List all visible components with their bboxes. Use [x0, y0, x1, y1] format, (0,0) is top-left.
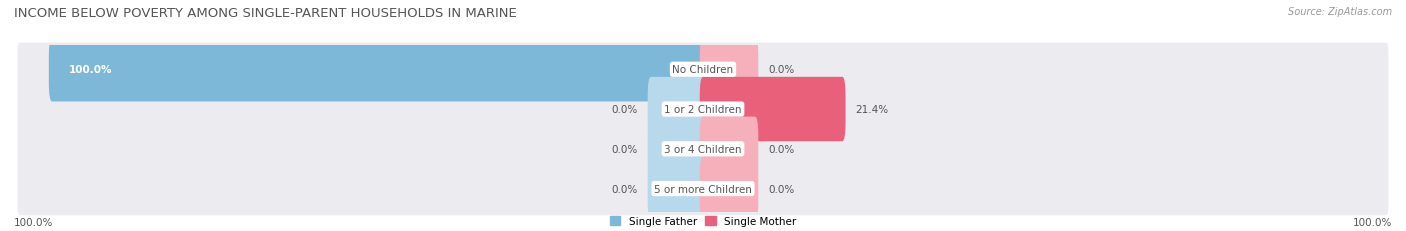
Legend: Single Father, Single Mother: Single Father, Single Mother: [610, 216, 796, 226]
Text: 3 or 4 Children: 3 or 4 Children: [664, 144, 742, 154]
FancyBboxPatch shape: [700, 157, 758, 221]
FancyBboxPatch shape: [700, 77, 845, 142]
Text: 100.0%: 100.0%: [14, 217, 53, 227]
Text: Source: ZipAtlas.com: Source: ZipAtlas.com: [1288, 7, 1392, 17]
Text: No Children: No Children: [672, 65, 734, 75]
FancyBboxPatch shape: [700, 117, 758, 181]
FancyBboxPatch shape: [18, 123, 1389, 176]
Text: 1 or 2 Children: 1 or 2 Children: [664, 105, 742, 115]
FancyBboxPatch shape: [648, 157, 706, 221]
FancyBboxPatch shape: [648, 77, 706, 142]
Text: 0.0%: 0.0%: [768, 144, 794, 154]
Text: INCOME BELOW POVERTY AMONG SINGLE-PARENT HOUSEHOLDS IN MARINE: INCOME BELOW POVERTY AMONG SINGLE-PARENT…: [14, 7, 517, 20]
FancyBboxPatch shape: [648, 117, 706, 181]
FancyBboxPatch shape: [18, 83, 1389, 136]
Text: 100.0%: 100.0%: [69, 65, 112, 75]
Text: 5 or more Children: 5 or more Children: [654, 184, 752, 194]
Text: 0.0%: 0.0%: [612, 105, 638, 115]
FancyBboxPatch shape: [18, 43, 1389, 97]
Text: 0.0%: 0.0%: [768, 65, 794, 75]
Text: 0.0%: 0.0%: [612, 184, 638, 194]
Text: 0.0%: 0.0%: [612, 144, 638, 154]
FancyBboxPatch shape: [18, 162, 1389, 215]
FancyBboxPatch shape: [700, 38, 758, 102]
Text: 21.4%: 21.4%: [855, 105, 889, 115]
FancyBboxPatch shape: [49, 38, 706, 102]
Text: 100.0%: 100.0%: [1353, 217, 1392, 227]
Text: 0.0%: 0.0%: [768, 184, 794, 194]
